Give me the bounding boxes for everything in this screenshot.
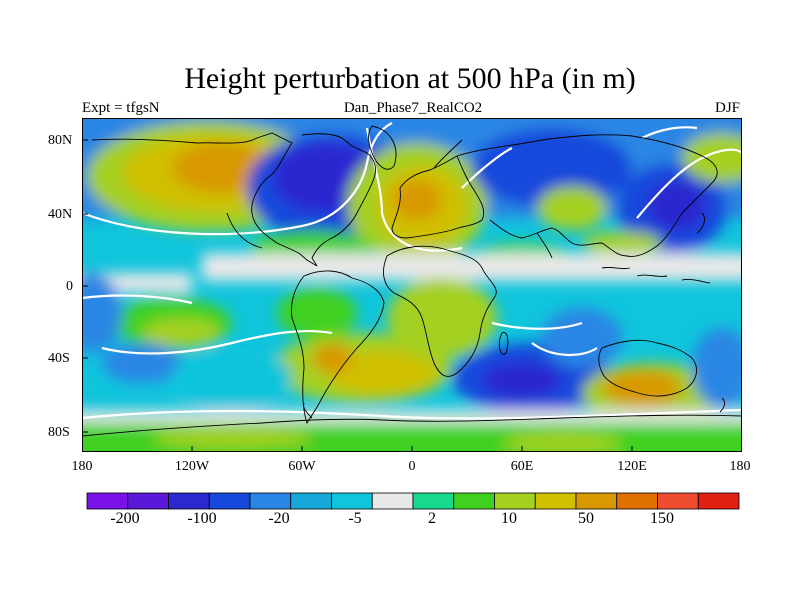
colorbar-label-150: 150	[650, 510, 674, 527]
colorbar-swatch	[331, 492, 373, 510]
colorbar-label-2: 2	[428, 510, 436, 527]
lon-label-120e: 120E	[617, 459, 647, 474]
colorbar-swatch	[453, 492, 495, 510]
colorbar-swatch	[371, 492, 414, 510]
lon-label-180w: 180	[71, 459, 93, 474]
colorbar-label-50: 50	[578, 510, 594, 527]
colorbar-label-minus20: -20	[268, 510, 290, 527]
colorbar-swatch	[249, 492, 292, 510]
lon-label-60e: 60E	[510, 459, 534, 474]
colorbar-swatch	[534, 492, 577, 510]
colorbar-label-minus100: -100	[187, 510, 217, 527]
colorbar-swatch	[697, 492, 740, 510]
lon-label-180e: 180	[729, 459, 751, 474]
colorbar-swatch	[616, 492, 658, 510]
plot-title: Height perturbation at 500 hPa (in m)	[184, 62, 636, 95]
lat-label-40s: 40S	[48, 351, 70, 366]
lat-label-80s: 80S	[48, 425, 70, 440]
height-perturbation-map	[82, 118, 742, 452]
lon-label-120w: 120W	[174, 459, 210, 474]
lat-label-0: 0	[66, 279, 73, 294]
run-name-label: Dan_Phase7_RealCO2	[343, 100, 483, 116]
colorbar-swatch	[86, 492, 129, 510]
colorbar-swatch	[127, 492, 169, 510]
colorbar	[86, 492, 740, 510]
colorbar-swatch	[290, 492, 332, 510]
season-label: DJF	[714, 100, 740, 116]
lon-label-0: 0	[408, 459, 416, 474]
colorbar-swatch	[575, 492, 618, 510]
colorbar-swatch	[208, 492, 251, 510]
experiment-label: Expt = tfgsN	[82, 100, 160, 116]
colorbar-swatch	[168, 492, 210, 510]
colorbar-label-minus200: -200	[110, 510, 140, 527]
colorbar-label-minus5: -5	[348, 510, 362, 527]
lat-label-80n: 80N	[48, 133, 73, 148]
colorbar-swatch	[412, 492, 455, 510]
field-fill	[82, 118, 742, 452]
lon-label-60w: 60W	[288, 459, 316, 474]
coastlines	[82, 125, 742, 437]
colorbar-label-10: 10	[501, 510, 517, 527]
colorbar-swatch	[494, 492, 536, 510]
lat-label-40n: 40N	[48, 207, 73, 222]
zero-contours	[82, 122, 742, 420]
colorbar-swatch	[657, 492, 699, 510]
